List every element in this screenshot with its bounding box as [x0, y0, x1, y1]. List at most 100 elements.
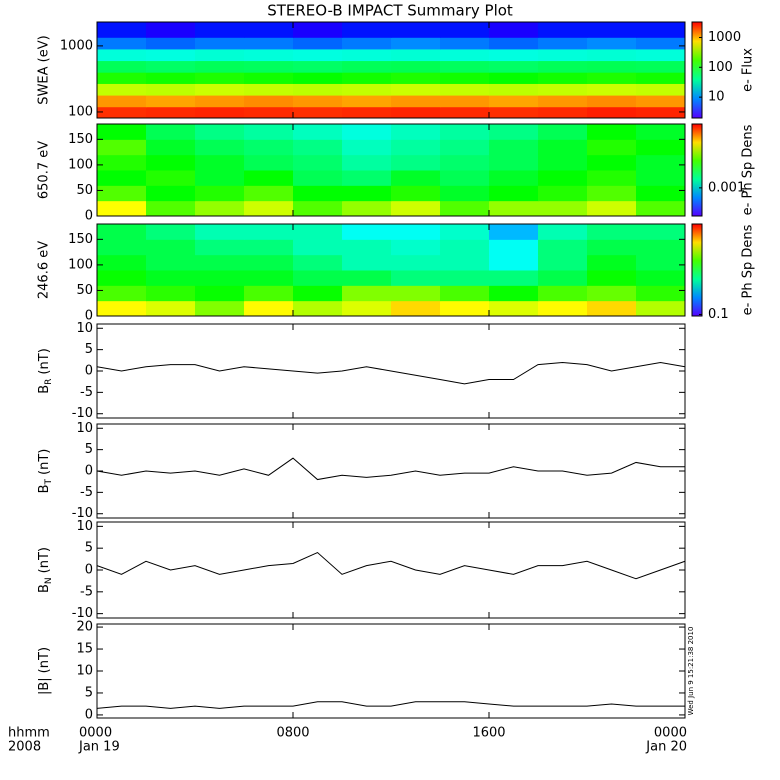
heat-cell	[293, 95, 343, 108]
heat-cell	[587, 239, 637, 256]
heat-cell	[587, 72, 637, 84]
heat-cell	[391, 124, 441, 140]
heat-cell	[538, 124, 588, 140]
x-date-label: Jan 19	[78, 740, 120, 755]
y-tick-label: 100	[68, 104, 93, 119]
heat-cell	[244, 254, 294, 271]
heat-cell	[538, 154, 588, 171]
heat-cell	[342, 106, 392, 119]
chart-title: STEREO-B IMPACT Summary Plot	[267, 2, 513, 20]
heat-cell	[146, 170, 196, 186]
y-tick-label: -10	[72, 506, 93, 521]
heat-cell	[293, 239, 343, 256]
heat-cell	[440, 185, 490, 202]
heat-cell	[293, 170, 343, 186]
heat-cell	[195, 48, 245, 62]
heat-cell	[97, 22, 147, 38]
heat-cell	[587, 106, 637, 119]
heat-cell	[97, 83, 147, 96]
heat-cell	[195, 124, 245, 140]
y-tick-label: -10	[72, 406, 93, 421]
heat-cell	[440, 139, 490, 156]
heat-cell	[97, 285, 147, 302]
y-axis-label: BR (nT)	[37, 348, 54, 394]
heat-cell	[538, 72, 588, 84]
heat-cell	[293, 300, 343, 317]
heat-cell	[97, 200, 147, 217]
heat-cell	[97, 95, 147, 108]
heat-cell	[146, 22, 196, 38]
y-tick-label: -10	[72, 606, 93, 621]
heat-cell	[636, 239, 686, 256]
heat-cell	[587, 60, 637, 73]
heat-cell	[146, 48, 196, 62]
y-tick-label: 1000	[60, 38, 93, 53]
panel-frame	[96, 423, 686, 519]
heat-cell	[293, 48, 343, 62]
colorbar-tick-label: 100	[708, 60, 733, 75]
heat-cell	[636, 60, 686, 73]
heat-cell	[244, 37, 294, 50]
colorbar-label: e- Ph Sp Dens	[741, 224, 756, 315]
heat-cell	[636, 170, 686, 186]
colorbar-label: e- Ph Sp Dens	[741, 124, 756, 215]
heat-cell	[440, 22, 490, 38]
y-axis-label: |B| (nT)	[37, 647, 52, 695]
heat-cell	[636, 22, 686, 38]
heat-cell	[293, 124, 343, 140]
heat-cell	[342, 124, 392, 140]
heat-cell	[244, 124, 294, 140]
heat-cell	[538, 106, 588, 119]
y-tick-label: 5	[85, 685, 93, 700]
heat-cell	[440, 300, 490, 317]
heat-cell	[587, 22, 637, 38]
heat-cell	[293, 22, 343, 38]
heat-cell	[489, 224, 539, 240]
heat-cell	[636, 300, 686, 317]
y-tick-label: 0	[85, 364, 93, 379]
heat-cell	[244, 95, 294, 108]
heat-cell	[244, 170, 294, 186]
heat-cell	[146, 285, 196, 302]
heat-cell	[538, 224, 588, 240]
colorbar-label: e- Flux	[741, 48, 756, 92]
y-tick-label: 50	[76, 283, 93, 298]
heat-cell	[587, 48, 637, 62]
heat-cell	[489, 95, 539, 108]
y-tick-label: 5	[85, 541, 93, 556]
heat-cell	[440, 48, 490, 62]
heat-cell	[440, 106, 490, 119]
y-tick-label: 100	[68, 157, 93, 172]
heat-cell	[440, 83, 490, 96]
y-tick-label: 5	[85, 342, 93, 357]
heat-cell	[636, 139, 686, 156]
y-tick-label: 0	[85, 209, 93, 224]
heat-cell	[146, 37, 196, 50]
heat-cell	[195, 95, 245, 108]
colorbar	[691, 21, 703, 119]
heat-cell	[636, 285, 686, 302]
heat-cell	[195, 106, 245, 119]
heat-cell	[146, 270, 196, 286]
y-tick-label: -5	[80, 584, 93, 599]
heat-cell	[342, 48, 392, 62]
heat-cell	[293, 285, 343, 302]
x-tick-label: 0000	[79, 726, 112, 741]
heat-cell	[146, 300, 196, 317]
y-axis-label-main: B	[37, 385, 52, 394]
heat-cell	[97, 185, 147, 202]
heat-cell	[293, 72, 343, 84]
y-axis-label: BN (nT)	[37, 547, 54, 593]
heat-cell	[489, 185, 539, 202]
heat-cell	[391, 106, 441, 119]
heat-cell	[97, 48, 147, 62]
line	[96, 551, 686, 580]
heat-cell	[195, 37, 245, 50]
heat-cell	[195, 300, 245, 317]
heat-cell	[195, 72, 245, 84]
heat-cell	[538, 200, 588, 217]
heat-cell	[587, 83, 637, 96]
heat-cell	[489, 154, 539, 171]
heat-cell	[244, 106, 294, 119]
heat-cell	[244, 224, 294, 240]
